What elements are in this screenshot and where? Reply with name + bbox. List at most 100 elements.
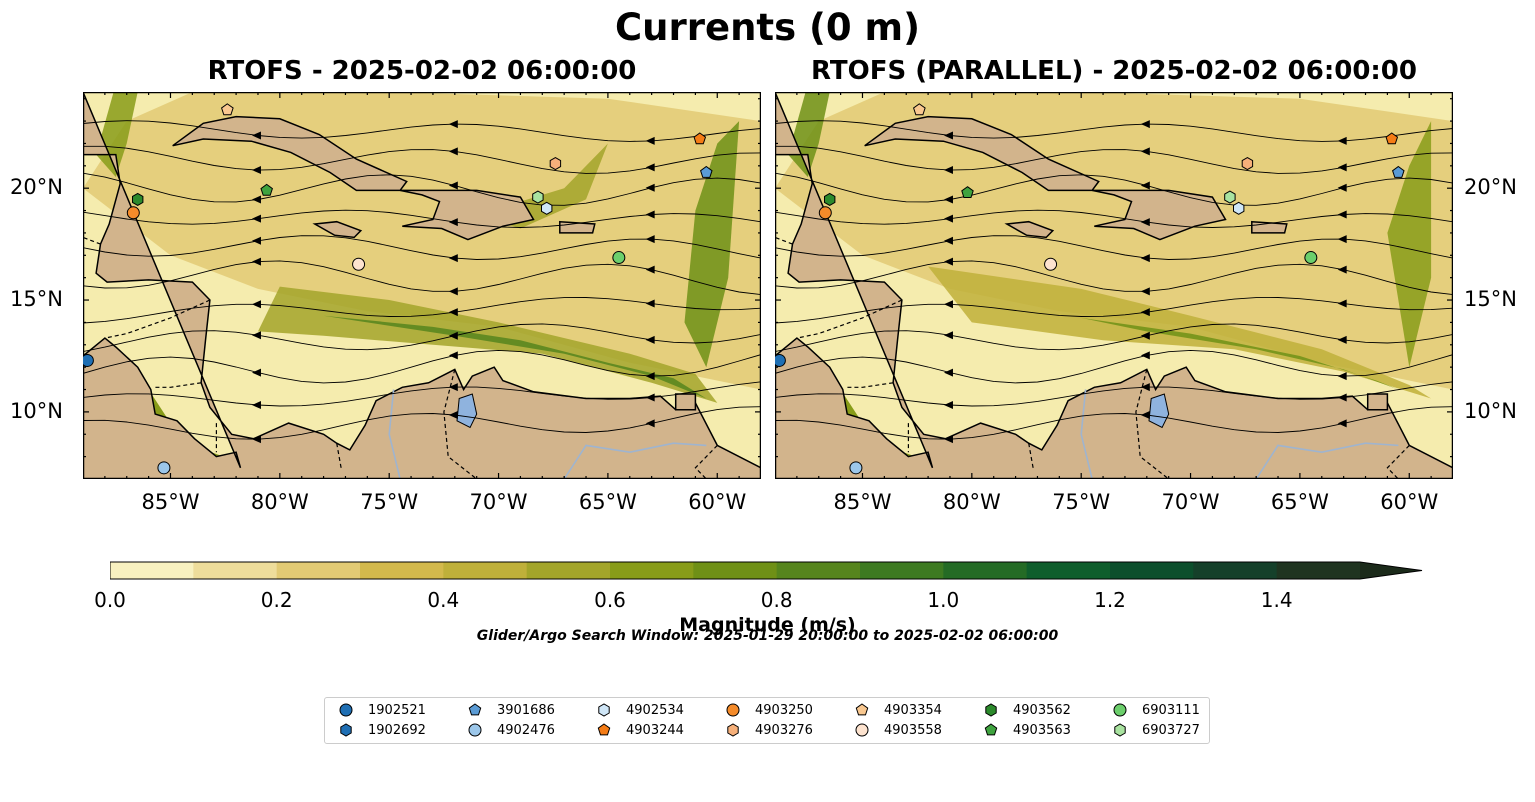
colorbar-segment: [193, 562, 278, 579]
y-tick-label: 20°N: [10, 175, 63, 200]
legend-marker: [468, 723, 482, 737]
x-tick-label: 70°W: [1161, 490, 1220, 514]
country-border: [443, 369, 478, 479]
legend-label: 4903562: [1013, 702, 1071, 718]
streamline-arrow: [1140, 308, 1150, 317]
current-speed-band: [96, 92, 138, 177]
map-ticks: [83, 92, 761, 479]
streamline-arrow: [251, 368, 261, 377]
legend-marker: [855, 703, 869, 716]
streamline-arrow: [1140, 287, 1150, 296]
streamline-arrow: [1337, 419, 1347, 428]
streamline-arrow: [251, 300, 261, 309]
float-marker-4902476: [157, 461, 171, 475]
float-marker-4903558: [352, 257, 366, 271]
streamline-arrow: [1140, 254, 1150, 263]
colorbar-tick-label: 0.6: [594, 588, 626, 612]
streamline-arrow: [448, 308, 458, 317]
legend-label: 4902534: [626, 702, 684, 718]
streamline-arrow: [645, 393, 655, 402]
float-marker-4902476: [849, 461, 863, 475]
legend-label: 6903111: [1142, 702, 1200, 718]
legend-marker: [1113, 703, 1127, 717]
colorbar-tick-label: 1.4: [1260, 588, 1293, 612]
streamline-arrow: [251, 331, 261, 340]
land-hispaniola: [399, 189, 535, 241]
streamline-arrow: [943, 195, 953, 204]
float-marker-4903563: [260, 183, 273, 196]
current-speed-band: [684, 121, 740, 368]
streamline-arrow: [1337, 163, 1347, 172]
streamline-arrow: [1140, 181, 1150, 190]
country-border: [775, 236, 793, 245]
legend-entry-1902521: 1902521: [338, 702, 426, 718]
streamline-arrow: [943, 257, 953, 266]
legend-marker: [340, 723, 352, 737]
streamline-arrow: [251, 401, 261, 410]
river: [1255, 442, 1399, 479]
colorbar-label: Magnitude (m/s): [679, 614, 856, 636]
streamline-arrow: [943, 166, 953, 175]
colorbar-segment: [860, 562, 944, 579]
river: [1080, 389, 1093, 479]
streamline-arrow: [251, 236, 261, 245]
streamline-arrow: [251, 214, 261, 223]
search-window-note: Glider/Argo Search Window: 2025-01-29 20…: [476, 628, 1059, 644]
land-trinidad: [1366, 393, 1389, 411]
streamline-arrow: [448, 120, 458, 129]
streamline-arrow: [1337, 299, 1347, 308]
streamline-arrow: [448, 218, 458, 227]
country-border: [1386, 444, 1410, 479]
legend-label: 4903563: [1013, 722, 1071, 738]
streamline-arrow: [1140, 147, 1150, 156]
y-tick-label: 20°N: [1464, 175, 1517, 200]
streamline-arrow: [1337, 235, 1347, 244]
streamline-arrow: [1140, 120, 1150, 129]
legend-marker: [985, 703, 997, 717]
x-tick-label: 80°W: [942, 490, 1001, 514]
map-panel-rtofs: [83, 92, 761, 479]
land-central-south-america: [83, 92, 761, 479]
legend-label: 4903244: [626, 722, 684, 738]
float-marker-4902534: [1233, 201, 1245, 215]
streamline-arrow: [1140, 383, 1150, 392]
x-tick-label: 60°W: [688, 490, 747, 514]
colorbar-segment: [1110, 562, 1194, 579]
float-legend: 1902521 1902692 3901686 4902476 4902534 49032…: [324, 697, 1210, 744]
colorbar: [110, 561, 1423, 580]
float-markers: [775, 103, 1405, 475]
colorbar-segment: [1193, 562, 1278, 579]
country-border: [694, 444, 718, 479]
land-jamaica: [312, 220, 363, 239]
x-tick-label: 75°W: [1052, 490, 1111, 514]
streamline-arrow: [251, 166, 261, 175]
streamline-arrow: [251, 257, 261, 266]
land-cuba: [172, 115, 408, 192]
map-content: [83, 92, 761, 479]
streamline-arrow: [943, 131, 953, 140]
streamline-arrow: [1337, 136, 1347, 145]
x-tick-label: 65°W: [578, 490, 637, 514]
float-marker-3901686: [1392, 165, 1405, 178]
streamline-arrow: [645, 299, 655, 308]
x-tick-label: 85°W: [141, 490, 200, 514]
streamline-arrow: [1337, 372, 1347, 381]
legend-entry-4903558: 4903558: [854, 722, 942, 738]
x-tick-label: 60°W: [1380, 490, 1439, 514]
legend-marker: [597, 723, 611, 736]
streamline-arrow: [448, 147, 458, 156]
current-speed-band: [1387, 121, 1432, 368]
colorbar-segment: [776, 562, 861, 579]
land-cuba: [864, 115, 1100, 192]
legend-marker: [339, 703, 353, 717]
legend-entry-4902476: 4902476: [467, 722, 555, 738]
float-marker-4903562: [824, 192, 836, 206]
land-jamaica: [1004, 220, 1055, 239]
colorbar-segment: [943, 562, 1028, 579]
streamline-arrow: [645, 372, 655, 381]
panel-title-rtofs: RTOFS - 2025-02-02 06:00:00: [207, 56, 637, 86]
streamline-arrow: [448, 411, 458, 420]
streamline-arrow: [448, 351, 458, 360]
legend-entry-4903244: 4903244: [596, 722, 684, 738]
legend-marker: [855, 723, 869, 737]
